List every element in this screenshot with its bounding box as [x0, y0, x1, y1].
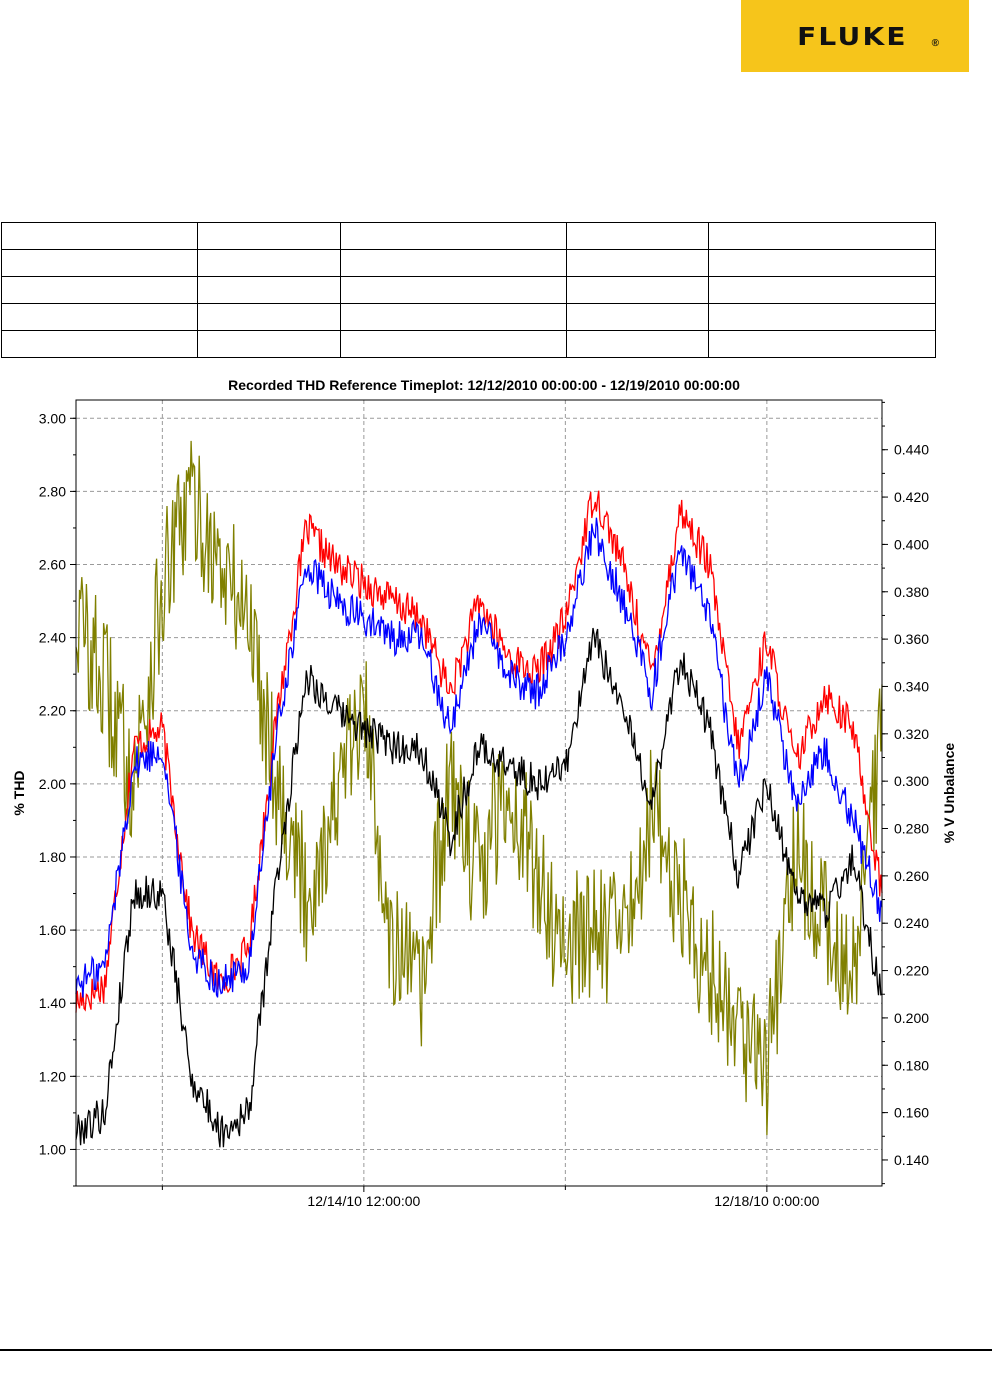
info-table-row — [1, 249, 936, 277]
y2-tick-label: 0.380 — [894, 584, 929, 600]
y2-axis-label: % V Unbalance — [941, 743, 957, 844]
y-axis-label: % THD — [11, 770, 27, 815]
chart-series-layer — [75, 440, 883, 1148]
series-line — [75, 517, 883, 998]
info-table-cell — [566, 330, 710, 358]
series-line — [75, 440, 883, 1136]
x-tick-label: 12/14/10 12:00:00 — [307, 1193, 420, 1209]
info-table-cell — [1, 303, 198, 331]
y2-tick-label: 0.240 — [894, 915, 929, 931]
thd-timeplot-chart: Recorded THD Reference Timeplot: 12/12/2… — [0, 370, 992, 1220]
info-table-body — [1, 222, 936, 358]
info-table-row — [1, 276, 936, 304]
info-table-cell — [708, 222, 936, 250]
info-table-cell — [339, 276, 568, 304]
info-table-cell — [339, 330, 568, 358]
y-tick-label: 2.40 — [39, 630, 66, 646]
y-tick-label: 3.00 — [39, 410, 66, 426]
logo-text: FLUKE — [796, 21, 908, 51]
y-tick-label: 2.60 — [39, 557, 66, 573]
info-table-cell — [196, 222, 341, 250]
info-table-row — [1, 222, 936, 250]
y-tick-label: 1.00 — [39, 1141, 66, 1157]
y-tick-label: 1.60 — [39, 922, 66, 938]
info-table-cell — [566, 276, 710, 304]
info-table-cell — [1, 249, 198, 277]
info-table-cell — [708, 249, 936, 277]
y-tick-label: 1.80 — [39, 849, 66, 865]
info-table-cell — [196, 276, 341, 304]
x-axis: 12/14/10 12:00:00 12/18/10 0:00:00 — [161, 1186, 820, 1209]
left-axis: 1.00 1.20 1.40 1.60 1.80 2.00 2.20 2.40 2.60 2.80… — [39, 410, 76, 1187]
series-line — [75, 490, 883, 1013]
info-table-cell — [708, 330, 936, 358]
info-table-cell — [1, 330, 198, 358]
y-tick-label: 2.00 — [39, 776, 66, 792]
chart-title: Recorded THD Reference Timeplot: 12/12/2… — [228, 377, 740, 393]
info-table-cell — [1, 276, 198, 304]
y2-tick-label: 0.320 — [894, 726, 929, 742]
y2-tick-label: 0.400 — [894, 536, 929, 552]
info-table-cell — [566, 303, 710, 331]
fluke-logo: FLUKE ® — [741, 0, 969, 72]
y-tick-label: 1.40 — [39, 995, 66, 1011]
y2-tick-label: 0.140 — [894, 1152, 929, 1168]
y2-tick-label: 0.300 — [894, 773, 929, 789]
y2-tick-label: 0.160 — [894, 1105, 929, 1121]
y2-tick-label: 0.180 — [894, 1057, 929, 1073]
info-table-cell — [339, 222, 568, 250]
x-tick-label: 12/18/10 0:00:00 — [714, 1193, 819, 1209]
info-table-cell — [708, 276, 936, 304]
footer-rule — [0, 1349, 992, 1351]
info-table-cell — [1, 222, 198, 250]
info-table-cell — [708, 303, 936, 331]
y2-tick-label: 0.280 — [894, 821, 929, 837]
right-axis: 0.140 0.160 0.180 0.200 0.220 0.240 0.260 0.280… — [882, 401, 929, 1185]
y2-tick-label: 0.260 — [894, 868, 929, 884]
info-table-cell — [566, 249, 710, 277]
y2-tick-label: 0.420 — [894, 489, 929, 505]
info-table — [1, 222, 936, 358]
info-table-row — [1, 330, 936, 358]
plot-frame — [75, 399, 883, 1187]
registered-mark: ® — [931, 38, 939, 49]
y-tick-label: 1.20 — [39, 1068, 66, 1084]
y2-tick-label: 0.220 — [894, 963, 929, 979]
info-table-cell — [339, 303, 568, 331]
info-table-cell — [196, 249, 341, 277]
info-table-cell — [196, 303, 341, 331]
y2-tick-label: 0.200 — [894, 1010, 929, 1026]
y2-tick-label: 0.340 — [894, 678, 929, 694]
chart-svg: Recorded THD Reference Timeplot: 12/12/2… — [11, 377, 957, 1209]
y-tick-label: 2.80 — [39, 483, 66, 499]
info-table-row — [1, 303, 936, 331]
info-table-cell — [339, 249, 568, 277]
info-table-cell — [566, 222, 710, 250]
series-line — [75, 627, 883, 1148]
info-table-cell — [196, 330, 341, 358]
y2-tick-label: 0.360 — [894, 631, 929, 647]
y2-tick-label: 0.440 — [894, 442, 929, 458]
y-tick-label: 2.20 — [39, 703, 66, 719]
